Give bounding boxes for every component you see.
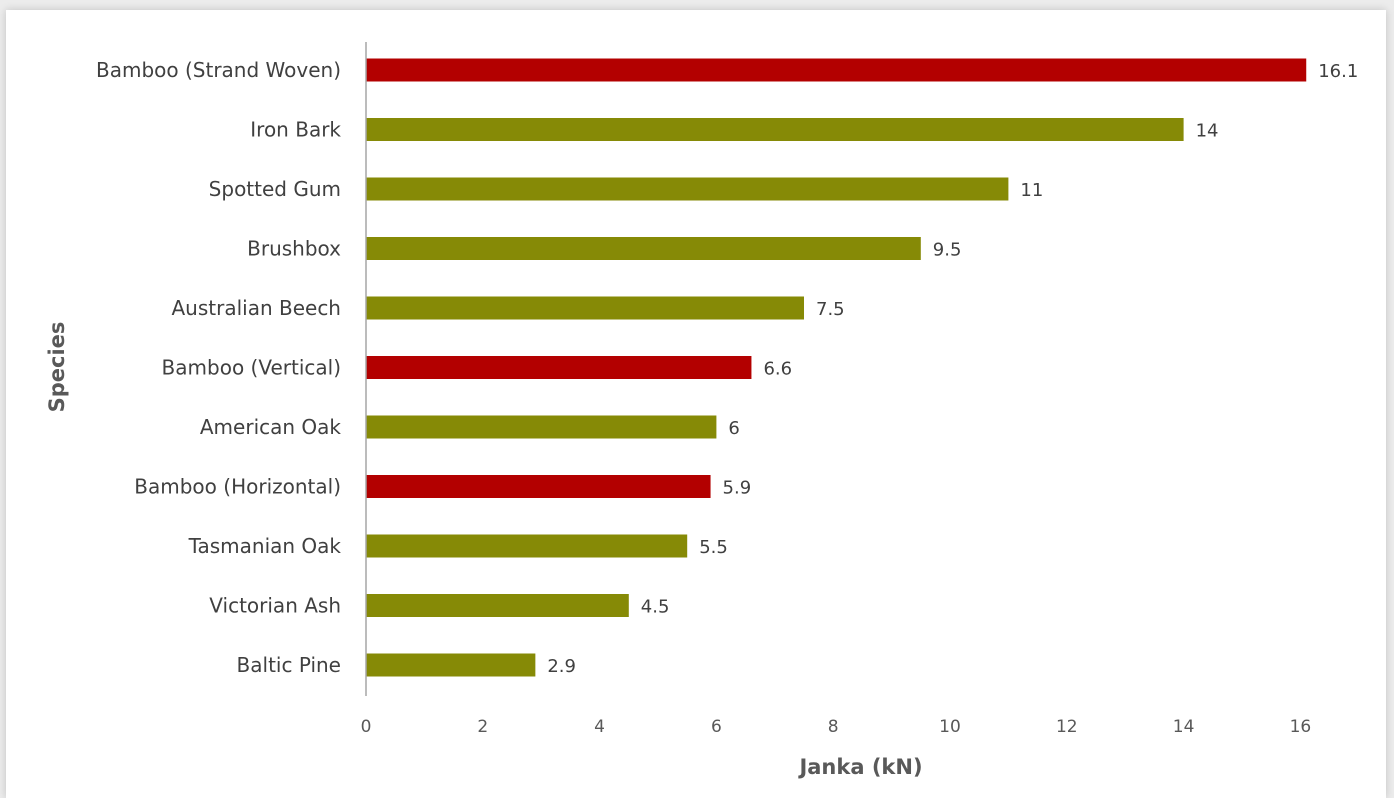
value-label: 2.9 [547,656,576,677]
category-label: Brushbox [247,237,341,261]
value-label: 14 [1196,121,1219,142]
value-label: 16.1 [1318,61,1358,82]
y-axis-title: Species [45,322,69,413]
bar-6 [366,415,717,439]
category-labels: Bamboo (Strand Woven) Iron Bark Spotted Gu… [96,58,341,677]
value-label: 5.5 [699,537,728,558]
value-label: 7.5 [816,299,845,320]
x-tick-label: 16 [1290,717,1312,737]
x-tick-label: 0 [361,717,372,737]
value-labels: 16.1 14 11 9.5 7.5 6.6 6 5.9 5.5 4.5 2.9 [547,61,1358,677]
x-tick-label: 4 [594,717,605,737]
bar-3 [366,237,921,260]
bar-10 [366,653,536,677]
value-label: 11 [1020,180,1043,201]
x-axis-ticks: 0 2 4 6 8 10 12 14 16 [361,717,1312,737]
category-label: Australian Beech [171,296,341,320]
bar-chart: Bamboo (Strand Woven) Iron Bark Spotted Gu… [45,42,1358,779]
category-label: Spotted Gum [209,177,341,201]
bar-0 [366,58,1307,82]
value-label: 9.5 [933,240,962,261]
category-label: Iron Bark [250,118,341,142]
value-label: 6.6 [763,359,792,380]
x-tick-label: 10 [939,717,961,737]
x-tick-label: 6 [711,717,722,737]
value-label: 4.5 [641,597,670,618]
x-tick-label: 2 [477,717,488,737]
bar-4 [366,296,804,320]
bars [366,58,1307,677]
category-label: Bamboo (Vertical) [162,356,341,380]
category-label: Baltic Pine [237,653,341,677]
category-label: American Oak [200,415,342,439]
bar-8 [366,534,688,558]
category-label: Victorian Ash [209,594,341,618]
x-tick-label: 14 [1173,717,1195,737]
value-label: 6 [728,418,739,439]
x-tick-label: 12 [1056,717,1078,737]
bar-5 [366,356,752,379]
bar-1 [366,118,1184,141]
category-label: Bamboo (Strand Woven) [96,58,341,82]
category-label: Tasmanian Oak [188,534,342,558]
bar-9 [366,594,629,617]
value-label: 5.9 [723,478,752,499]
bar-7 [366,475,711,498]
chart-frame: Bamboo (Strand Woven) Iron Bark Spotted Gu… [6,10,1386,798]
x-tick-label: 8 [828,717,839,737]
bar-2 [366,177,1009,201]
category-label: Bamboo (Horizontal) [134,475,341,499]
x-axis-title: Janka (kN) [797,755,922,779]
